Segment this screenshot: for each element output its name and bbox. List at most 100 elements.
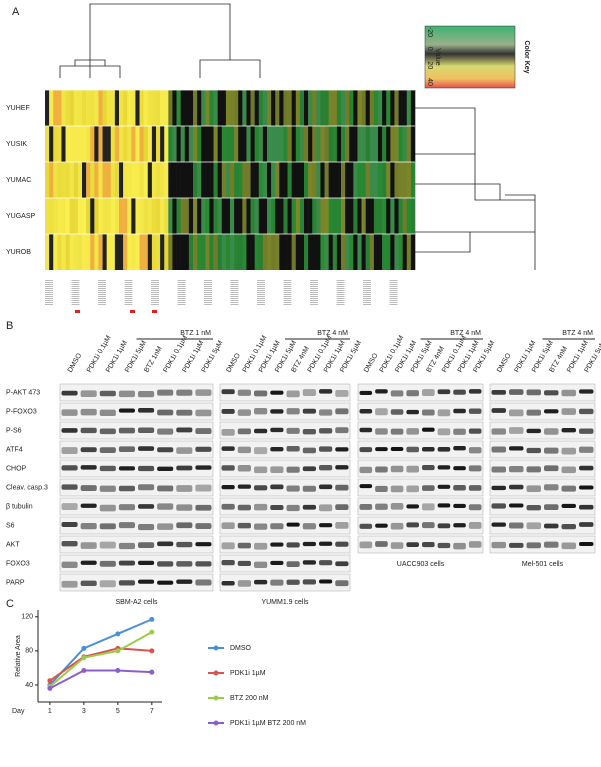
- protein-label: S6: [6, 522, 15, 529]
- blot-strip: [59, 402, 214, 421]
- heatmap-cell: [328, 234, 334, 270]
- heatmap-cell: [168, 162, 173, 198]
- band: [118, 560, 135, 566]
- band: [99, 428, 116, 435]
- panel-label: A: [12, 6, 20, 18]
- band: [80, 427, 97, 434]
- heatmap-cell: [61, 90, 66, 126]
- heatmap-cell: [102, 162, 107, 198]
- heatmap-cell: [168, 234, 173, 270]
- heatmap-cell: [188, 162, 194, 198]
- heatmap-cell: [201, 234, 206, 270]
- heatmap-cell: [341, 90, 346, 126]
- band: [335, 561, 349, 567]
- heatmap-cell: [287, 162, 292, 198]
- heatmap-cell: [291, 162, 297, 198]
- heatmap-cell: [151, 126, 157, 162]
- band: [319, 523, 333, 528]
- heatmap-cell: [287, 90, 292, 126]
- band: [176, 579, 193, 584]
- band: [526, 409, 541, 416]
- heatmap-cell: [271, 234, 276, 270]
- heatmap-cell: [127, 90, 132, 126]
- band: [468, 389, 482, 394]
- heatmap-cell: [188, 126, 194, 162]
- heatmap-cell: [361, 126, 366, 162]
- band: [157, 561, 174, 567]
- heatmap-cell: [349, 234, 354, 270]
- heatmap-cell: [94, 90, 99, 126]
- band: [61, 447, 78, 454]
- heatmap-cell: [365, 126, 371, 162]
- heatmap-cell: [94, 126, 99, 162]
- band: [286, 579, 300, 585]
- treatment-label: BTZ 1 nM: [180, 330, 211, 337]
- heatmap-cell: [197, 126, 202, 162]
- heatmap-cell: [365, 162, 371, 198]
- heatmap-cell: [316, 234, 321, 270]
- heatmap-cell: [361, 90, 366, 126]
- blot-strip: [219, 573, 351, 592]
- heatmap-cell: [320, 198, 325, 234]
- band: [80, 580, 97, 587]
- heatmap-cell: [119, 198, 124, 234]
- heatmap-cell: [267, 234, 272, 270]
- heatmap-cell: [184, 90, 190, 126]
- band: [335, 541, 349, 547]
- heatmap-cell: [180, 234, 186, 270]
- band: [390, 428, 404, 435]
- band: [544, 523, 559, 529]
- legend-label: PDK1i 1µM BTZ 200 nM: [230, 720, 306, 727]
- heatmap-cell: [283, 90, 288, 126]
- heatmap-cell: [299, 234, 305, 270]
- heatmap-cell: [188, 234, 194, 270]
- heatmap-cell: [382, 234, 387, 270]
- band: [390, 503, 404, 510]
- band: [61, 503, 78, 511]
- heatmap-cell: [349, 90, 354, 126]
- lane-label: DMSO: [67, 352, 84, 374]
- lane-label: BTZ 1nM: [143, 345, 164, 374]
- heatmap-cell: [193, 234, 198, 270]
- series-point: [149, 669, 155, 675]
- heatmap-cell: [394, 90, 399, 126]
- heatmap-cell: [102, 234, 107, 270]
- heatmap-cell: [312, 90, 317, 126]
- heatmap-cell: [45, 234, 50, 270]
- heatmap-cell: [398, 198, 403, 234]
- heatmap-cell: [106, 198, 112, 234]
- blot-strip: [357, 383, 484, 402]
- band: [138, 579, 155, 584]
- heatmap-cell: [262, 162, 268, 198]
- heatmap-cell: [197, 234, 202, 270]
- legend-swatch: [213, 645, 219, 651]
- heatmap-cell: [230, 126, 235, 162]
- band: [221, 409, 235, 414]
- heatmap-cell: [336, 162, 342, 198]
- heatmap-cell: [246, 198, 251, 234]
- heatmap-cell: [402, 198, 408, 234]
- band: [221, 542, 235, 550]
- heatmap-cell: [258, 162, 264, 198]
- blot-strip: [357, 459, 484, 478]
- band: [437, 409, 451, 417]
- heatmap-cell: [201, 126, 206, 162]
- blot-strip: [219, 535, 351, 554]
- heatmap-cell: [221, 90, 227, 126]
- blot-strip: [357, 440, 484, 459]
- heatmap-cell: [378, 162, 383, 198]
- band: [138, 484, 155, 491]
- heatmap-cell: [114, 162, 120, 198]
- color-key-title: Color Key: [523, 40, 530, 73]
- band: [99, 541, 116, 549]
- band: [286, 466, 300, 473]
- heatmap-cell: [205, 126, 210, 162]
- band: [544, 428, 559, 435]
- band: [453, 542, 466, 550]
- band: [390, 390, 404, 397]
- heatmap-cell: [209, 198, 214, 234]
- heatmap-cell: [106, 162, 112, 198]
- band: [453, 446, 466, 451]
- heatmap-cell: [402, 126, 408, 162]
- band: [509, 446, 524, 451]
